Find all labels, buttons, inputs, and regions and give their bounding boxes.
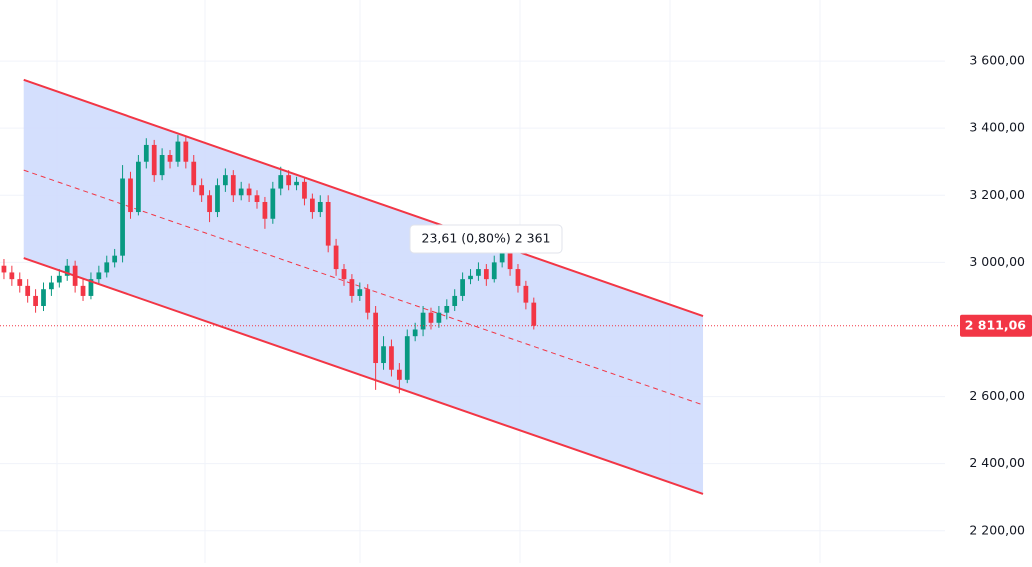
candle-body (9, 272, 15, 280)
candle-body (333, 245, 339, 270)
candle-body (468, 275, 473, 280)
candle-body (499, 252, 505, 263)
y-tick-label: 3 200,00 (969, 187, 1025, 202)
candle-body (270, 188, 276, 219)
candle-body (104, 262, 110, 273)
candle-body (373, 312, 378, 364)
candle-body (143, 144, 149, 162)
channel-upper (23, 78, 704, 318)
candle-body (120, 178, 125, 256)
candle-body (531, 302, 537, 326)
y-tick-label: 2 200,00 (969, 522, 1025, 537)
candle-body (151, 144, 157, 176)
candle-body (191, 161, 197, 186)
candle-body (294, 181, 299, 186)
y-tick-label: 3 400,00 (969, 120, 1025, 135)
last-price-label: 2 811,06 (965, 317, 1027, 332)
candle-body (1, 265, 7, 273)
candle-body (175, 141, 181, 162)
candle-body (128, 178, 133, 213)
candle-body (25, 285, 31, 296)
y-tick-label: 3 600,00 (969, 53, 1025, 68)
candle-body (483, 269, 489, 280)
candle-body (49, 282, 54, 290)
candle-body (523, 285, 529, 303)
candle-body (96, 272, 102, 280)
candle-body (88, 279, 94, 296)
candle-body (428, 312, 434, 323)
candle-body (357, 289, 363, 296)
candle-body (507, 252, 513, 270)
candle-body (64, 265, 70, 276)
candle-body (476, 269, 481, 276)
candle-body (317, 201, 323, 213)
candle-body (278, 175, 284, 189)
candle-body (515, 269, 521, 286)
y-tick-label: 3 000,00 (969, 254, 1025, 269)
candle-body (230, 175, 236, 196)
candle-body (183, 141, 189, 162)
candle-body (33, 295, 38, 306)
candle-body (381, 346, 386, 364)
candle-body (41, 289, 46, 306)
candle-body (452, 295, 458, 306)
candle-body (215, 185, 220, 213)
candle-body (159, 155, 165, 176)
candle-body (246, 188, 252, 196)
candle-body (136, 161, 141, 213)
candle-body (412, 329, 418, 337)
candle-body (112, 255, 118, 263)
channel-fill (23, 79, 704, 494)
candle-body (262, 201, 268, 219)
candle-body (491, 262, 497, 280)
candle-body (389, 346, 394, 370)
last-price-box (960, 314, 1032, 337)
candle-body (444, 305, 450, 313)
candle-body (404, 336, 410, 380)
candle-body (56, 275, 62, 283)
candle-body (365, 289, 371, 313)
y-tick-label: 2 600,00 (969, 388, 1025, 403)
candle-body (17, 279, 23, 286)
candle-body (223, 175, 228, 186)
candle-body (286, 175, 292, 186)
candle-body (302, 181, 307, 199)
candle-body (254, 195, 260, 202)
candle-body (80, 285, 86, 296)
candle-body (325, 201, 331, 246)
annotation: 23,61 (0,80%) 2 361 (422, 231, 551, 246)
candle-body (460, 279, 465, 296)
candle-body (349, 279, 355, 296)
y-tick-label: 2 400,00 (969, 455, 1025, 470)
candle-body (167, 155, 173, 162)
candle-body (207, 195, 212, 213)
channel-lower (23, 257, 704, 495)
candle-body (309, 198, 315, 213)
candle-body (341, 269, 347, 280)
candle-body (436, 312, 442, 323)
candle-body (238, 188, 244, 196)
annotation-box (409, 224, 563, 254)
candle-body (420, 312, 426, 330)
candle-body (199, 185, 205, 196)
candle-body (396, 369, 402, 380)
